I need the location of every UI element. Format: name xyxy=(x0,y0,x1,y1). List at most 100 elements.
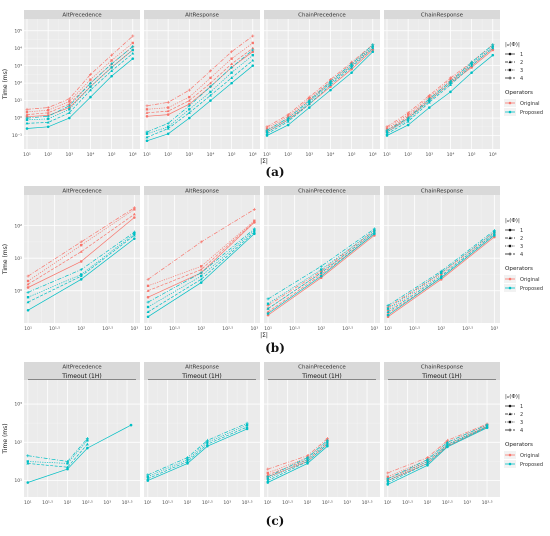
data-point xyxy=(146,295,150,299)
series-line xyxy=(267,443,328,481)
series-line xyxy=(266,46,374,133)
data-point xyxy=(166,132,170,136)
series-line xyxy=(386,47,494,135)
facet-title: ChainResponse xyxy=(421,12,464,18)
x-tick-label: 10¹ xyxy=(144,500,152,506)
data-point xyxy=(230,76,234,79)
data-point xyxy=(445,440,449,444)
series-line xyxy=(26,49,134,121)
x-tick-label: 10² xyxy=(64,500,72,506)
data-point xyxy=(448,83,452,86)
y-tick-label: 10² xyxy=(14,440,22,446)
legend-key-marker xyxy=(508,420,512,424)
data-point xyxy=(187,104,191,108)
data-point xyxy=(199,281,203,284)
data-point xyxy=(308,101,311,104)
series-line xyxy=(386,54,494,136)
data-point xyxy=(492,232,496,235)
data-point xyxy=(133,232,136,235)
data-point xyxy=(110,62,114,66)
data-point xyxy=(230,50,234,54)
data-point xyxy=(265,128,269,132)
data-point xyxy=(308,106,311,109)
data-point xyxy=(206,441,209,444)
y-tick-label: 10³ xyxy=(14,63,22,69)
data-point xyxy=(26,279,30,283)
data-point xyxy=(245,425,249,429)
data-point xyxy=(79,250,83,253)
timeout-label: Timeout (1H) xyxy=(181,373,221,380)
x-tick-label: 10³ xyxy=(463,500,471,506)
data-point xyxy=(199,277,203,281)
data-point xyxy=(449,81,452,85)
facet-panel: AltPrecedence 10¹ 10¹·⁵ 10² 10²·⁵ 10³ xyxy=(24,186,140,332)
y-tick-label: 10³ xyxy=(14,402,22,408)
series-line xyxy=(146,47,254,114)
data-point xyxy=(209,76,212,80)
series-line xyxy=(27,209,135,282)
timeout-strip xyxy=(264,371,380,380)
series-line xyxy=(146,49,254,133)
series-line xyxy=(147,230,255,308)
series-line xyxy=(26,46,134,115)
x-tick-label: 10¹ xyxy=(144,326,152,332)
y-tick-label: 10⁻¹ xyxy=(12,133,22,139)
data-point xyxy=(266,473,270,476)
data-point xyxy=(205,442,209,446)
x-tick-label: 10³ xyxy=(490,326,498,332)
data-point xyxy=(199,271,203,275)
data-point xyxy=(187,88,191,92)
data-point xyxy=(386,313,390,317)
x-tick-label: 10²·⁵ xyxy=(462,326,473,332)
data-point xyxy=(230,81,233,85)
data-point xyxy=(230,65,234,69)
x-tick-label: 10² xyxy=(424,500,432,506)
series-line xyxy=(27,424,132,483)
data-point xyxy=(325,438,329,442)
x-tick-label: 10⁴ xyxy=(327,152,335,158)
facet-strip xyxy=(144,362,260,371)
series-line xyxy=(386,44,494,131)
x-tick-label: 10³ xyxy=(223,500,231,506)
data-point xyxy=(406,116,410,120)
data-point xyxy=(245,427,249,431)
x-tick-label: 10³ xyxy=(185,152,193,158)
series-line xyxy=(266,44,374,131)
series-line xyxy=(266,44,374,128)
legend-size-title: |ₒ(Φ)| xyxy=(505,394,520,400)
data-point xyxy=(470,71,473,74)
data-point xyxy=(328,83,332,86)
data-point xyxy=(245,421,249,425)
data-point xyxy=(166,109,170,113)
data-point xyxy=(373,229,376,232)
timeout-strip xyxy=(24,371,140,380)
data-point xyxy=(306,459,310,463)
x-tick-label: 10³ xyxy=(343,500,351,506)
data-point xyxy=(146,305,150,309)
y-tick-label: 10² xyxy=(14,81,22,87)
x-tick-label: 10⁵ xyxy=(228,152,236,158)
data-point xyxy=(371,50,375,53)
series-line xyxy=(26,42,134,113)
data-point xyxy=(79,274,83,278)
data-point xyxy=(66,459,70,463)
data-point xyxy=(252,227,256,231)
x-axis-title: |Σ| xyxy=(260,158,268,165)
chart-section-3: AltPrecedence Timeout (1H) 10¹ 10¹·⁵ 10² 10²·… xyxy=(2,362,543,528)
legend-operator-label: Proposed xyxy=(520,110,543,116)
y-tick-label: 10¹ xyxy=(14,478,22,484)
data-point xyxy=(427,100,431,104)
data-point xyxy=(68,100,71,103)
data-point xyxy=(146,310,150,313)
data-point xyxy=(145,108,149,111)
data-point xyxy=(428,95,431,99)
legend-key-marker xyxy=(508,404,512,408)
facet-panel: AltPrecedence Timeout (1H) 10¹ 10¹·⁵ 10² 10²·… xyxy=(24,362,140,506)
facet-strip xyxy=(144,10,260,19)
x-tick-label: 10¹ xyxy=(24,500,32,506)
data-point xyxy=(85,442,89,446)
data-point xyxy=(350,71,353,74)
data-point xyxy=(145,139,149,143)
x-tick-label: 10²·⁵ xyxy=(202,500,213,506)
data-point xyxy=(307,102,311,106)
